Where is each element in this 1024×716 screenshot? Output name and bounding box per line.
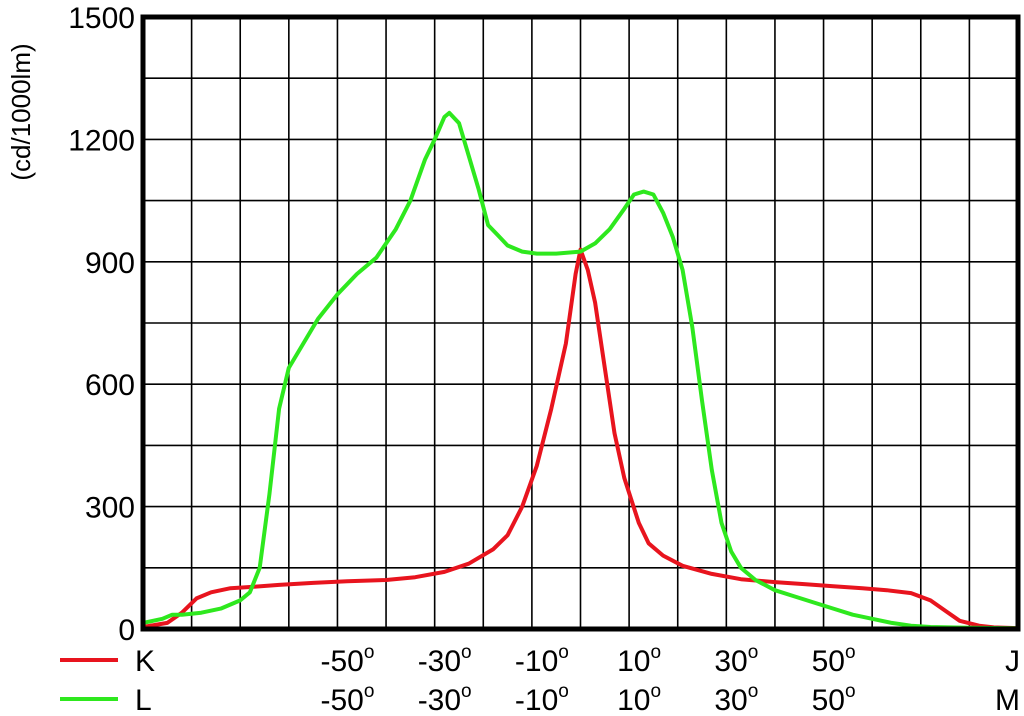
y-tick-label: 300 (85, 492, 135, 525)
x-axis-end-label: J (1005, 645, 1020, 678)
x-tick-label: 10o (617, 681, 661, 716)
y-tick-label: 1200 (68, 124, 135, 157)
x-tick-label: 30o (714, 642, 758, 678)
x-tick-label: 50o (812, 642, 856, 678)
y-tick-label: 600 (85, 369, 135, 402)
y-axis-ticks: 0 300 600 900 1200 1500 (68, 2, 135, 647)
y-tick-label: 0 (118, 614, 135, 647)
y-tick-label: 1500 (68, 2, 135, 35)
series-line-L (141, 110, 1020, 631)
x-tick-label: -50o (320, 642, 374, 678)
x-tick-label: -30o (418, 642, 472, 678)
grid (143, 17, 1018, 629)
x-tick-label: -10o (515, 642, 569, 678)
legend-label: K (135, 645, 155, 678)
x-axis-end-label: M (995, 684, 1020, 716)
x-axis-row-L: L -50o -30o -10o 10o 30o 50o M (60, 681, 1020, 716)
plot-frame (140, 14, 1021, 632)
series-line-K (141, 247, 1020, 631)
series-lines (141, 110, 1020, 631)
x-tick-label: 30o (714, 681, 758, 716)
y-axis-title: (cd/1000lm) (6, 43, 36, 180)
y-tick-label: 900 (85, 247, 135, 280)
x-axis-rows: K -50o -30o -10o 10o 30o 50o J L -50o -30o -10o 10o 3… (60, 642, 1020, 716)
x-tick-label: -30o (418, 681, 472, 716)
legend-label: L (135, 684, 152, 716)
x-tick-label: 10o (617, 642, 661, 678)
x-tick-label: -10o (515, 681, 569, 716)
x-tick-label: 50o (812, 681, 856, 716)
x-axis-row-K: K -50o -30o -10o 10o 30o 50o J (60, 642, 1020, 678)
x-tick-label: -50o (320, 681, 374, 716)
